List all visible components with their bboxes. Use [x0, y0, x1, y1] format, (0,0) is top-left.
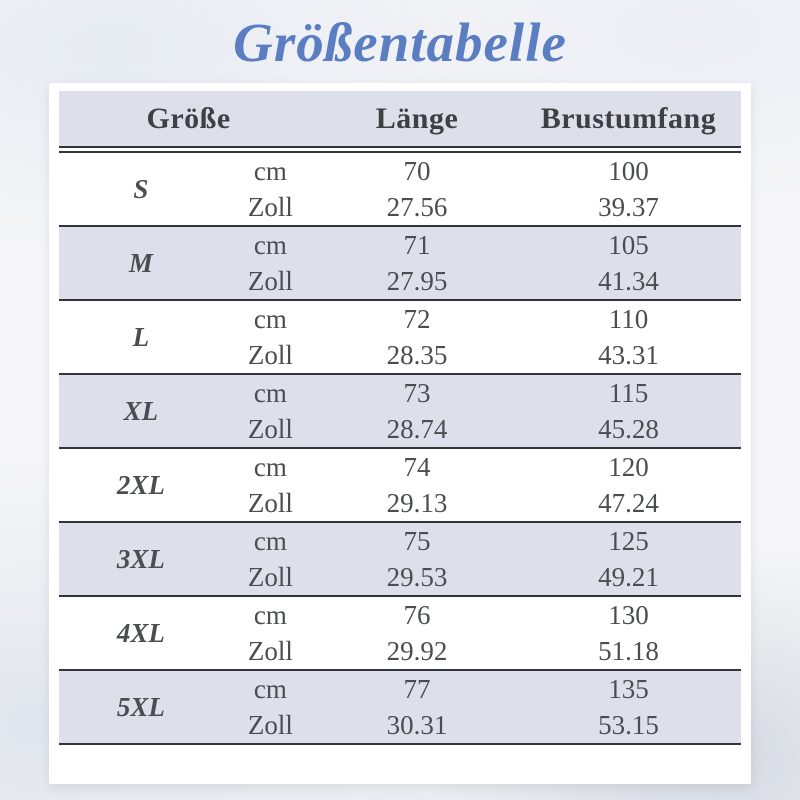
chest-cm-value: 115 — [515, 373, 741, 411]
zoll-row: Zoll 28.74 45.28 — [59, 411, 741, 448]
unit-cm-label: cm — [222, 447, 319, 485]
length-zoll-value: 30.31 — [318, 707, 516, 744]
size-label: L — [59, 299, 223, 374]
chest-zoll-value: 43.31 — [598, 339, 659, 370]
length-zoll-value: 27.95 — [318, 263, 516, 300]
unit-zoll-label: Zoll — [247, 191, 293, 222]
unit-cm-label: cm — [222, 373, 319, 411]
length-zoll-value: 29.13 — [386, 487, 448, 518]
unit-zoll-label: Zoll — [247, 339, 293, 370]
chest-cm-value: 120 — [515, 447, 741, 485]
size-row-group: L cm 72 110 Zoll 28.35 43.31 — [59, 299, 741, 374]
unit-cm-label: cm — [253, 155, 287, 186]
length-cm-value: 75 — [318, 521, 516, 559]
size-label: M — [59, 225, 223, 300]
column-header-length: Länge — [318, 91, 516, 148]
length-cm-value: 76 — [318, 595, 516, 633]
length-zoll-value: 28.35 — [386, 339, 448, 370]
size-row-group: 4XL cm 76 130 Zoll 29.92 51.18 — [59, 595, 741, 670]
size-label: S — [133, 173, 149, 204]
unit-zoll-label: Zoll — [247, 635, 293, 666]
length-zoll-value: 27.56 — [386, 191, 448, 222]
size-label: 4XL — [59, 595, 223, 670]
length-zoll-value: 29.53 — [318, 559, 516, 596]
unit-zoll-label: Zoll — [222, 707, 319, 744]
zoll-row: Zoll 30.31 53.15 — [59, 707, 741, 744]
chest-zoll-value: 41.34 — [515, 263, 741, 300]
size-row-group: 3XL cm 75 125 Zoll 29.53 49.21 — [59, 521, 741, 596]
cm-row: XL cm 73 115 — [59, 373, 741, 448]
unit-zoll-label: Zoll — [222, 263, 319, 300]
cm-row: 4XL cm 76 130 — [59, 595, 741, 670]
unit-cm-label: cm — [222, 225, 319, 263]
size-label: 5XL — [59, 669, 223, 744]
cm-row: 3XL cm 75 125 — [59, 521, 741, 596]
length-cm-value: 72 — [318, 299, 516, 337]
chest-cm-value: 135 — [515, 669, 741, 707]
size-row-group: S cm 70 100 Zoll 27.56 39.37 — [59, 152, 741, 226]
unit-cm-label: cm — [222, 669, 319, 707]
chest-zoll-value: 51.18 — [598, 635, 659, 666]
zoll-row: Zoll 28.35 43.31 — [59, 337, 741, 374]
chest-zoll-value: 53.15 — [515, 707, 741, 744]
length-cm-value: 71 — [318, 225, 516, 263]
unit-cm-label: cm — [222, 595, 319, 633]
cm-row: M cm 71 105 — [59, 225, 741, 300]
length-cm-value: 73 — [318, 373, 516, 411]
chest-cm-value: 125 — [515, 521, 741, 559]
size-row-group: XL cm 73 115 Zoll 28.74 45.28 — [59, 373, 741, 448]
length-zoll-value: 28.74 — [318, 411, 516, 448]
column-header-chest: Brustumfang — [515, 91, 741, 148]
unit-zoll-label: Zoll — [222, 559, 319, 596]
zoll-row: Zoll 27.95 41.34 — [59, 263, 741, 300]
size-row-group: 5XL cm 77 135 Zoll 30.31 53.15 — [59, 669, 741, 744]
size-label: 3XL — [59, 521, 223, 596]
unit-zoll-label: Zoll — [247, 487, 293, 518]
zoll-row: Zoll 27.56 39.37 — [59, 189, 741, 226]
cm-row: L cm 72 110 — [59, 299, 741, 374]
chest-zoll-value: 47.24 — [598, 487, 659, 518]
length-zoll-value: 29.92 — [386, 635, 448, 666]
size-row-group: M cm 71 105 Zoll 27.95 41.34 — [59, 225, 741, 300]
column-header-size: Größe — [59, 91, 319, 148]
unit-zoll-label: Zoll — [222, 411, 319, 448]
double-rule-gap-cell — [59, 147, 741, 153]
size-label: 2XL — [59, 447, 223, 522]
table-header-row: Größe Länge Brustumfang — [59, 91, 741, 148]
double-rule-gap — [59, 147, 741, 153]
chest-cm-value: 100 — [608, 155, 649, 186]
chest-cm-value: 105 — [515, 225, 741, 263]
cm-row: 2XL cm 74 120 — [59, 447, 741, 522]
chest-zoll-value: 49.21 — [515, 559, 741, 596]
table-header: Größe Länge Brustumfang — [59, 91, 741, 153]
chest-zoll-value: 45.28 — [515, 411, 741, 448]
size-chart-card: Größe Länge Brustumfang S cm 70 100 Zoll… — [49, 83, 751, 784]
length-cm-value: 74 — [318, 447, 516, 485]
length-cm-value: 70 — [403, 155, 431, 186]
cm-row: 5XL cm 77 135 — [59, 669, 741, 744]
zoll-row: Zoll 29.53 49.21 — [59, 559, 741, 596]
unit-cm-label: cm — [222, 299, 319, 337]
chest-zoll-value: 39.37 — [598, 191, 659, 222]
chest-cm-value: 110 — [515, 299, 741, 337]
cm-row: S cm 70 100 — [59, 152, 741, 204]
size-row-group: 2XL cm 74 120 Zoll 29.13 47.24 — [59, 447, 741, 522]
size-table: Größe Länge Brustumfang S cm 70 100 Zoll… — [59, 91, 741, 745]
chest-cm-value: 130 — [515, 595, 741, 633]
zoll-row: Zoll 29.13 47.24 — [59, 485, 741, 522]
length-cm-value: 77 — [318, 669, 516, 707]
unit-cm-label: cm — [222, 521, 319, 559]
page-title: Größentabelle — [233, 12, 567, 73]
zoll-row: Zoll 29.92 51.18 — [59, 633, 741, 670]
size-label: XL — [59, 373, 223, 448]
